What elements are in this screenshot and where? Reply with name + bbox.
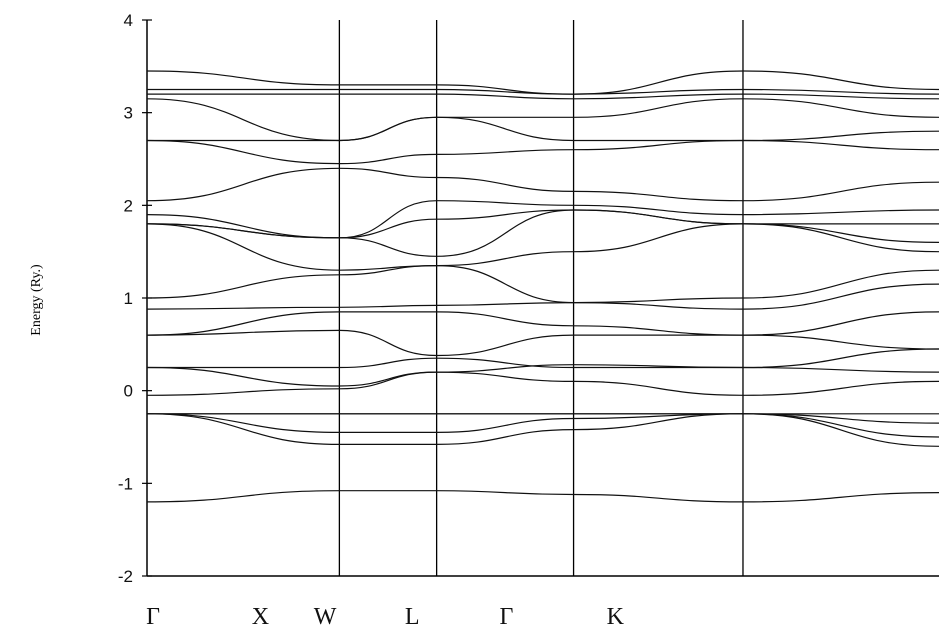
k-point-label: Γ [146,604,160,628]
k-point-label: X [252,604,269,628]
k-point-label: Γ [499,604,513,628]
band-line [146,139,939,165]
band-line [147,93,939,100]
band-line [146,70,939,95]
band-line [146,264,939,304]
y-tick-label: 4 [124,11,133,30]
y-axis-label: Energy (Ry.) [29,264,44,336]
band-line [146,98,939,142]
band-line [146,490,939,503]
y-tick-label: 2 [124,196,133,215]
y-tick-label: -1 [118,474,133,493]
k-point-label: W [314,604,337,628]
k-point-label: K [607,604,625,628]
band-line [146,223,939,271]
band-line [146,209,939,239]
band-line [146,311,939,336]
band-line [147,88,939,95]
band-line [146,413,939,447]
band-line [146,167,939,202]
band-line [147,357,939,373]
k-point-label: L [405,604,420,628]
y-tick-label: 0 [124,382,133,401]
band-line [147,116,939,142]
y-tick-label: -2 [118,567,133,586]
y-tick-label: 1 [124,289,133,308]
band-line [146,283,939,310]
band-line [146,413,939,438]
band-line [146,200,939,239]
band-line [146,209,939,257]
band-line [146,413,939,424]
band-line [146,329,939,357]
band-line [146,371,939,396]
band-line [146,348,939,387]
plot-area: -2 -1 0 1 2 3 4 Γ X W L Γ K [118,11,939,628]
y-tick-label: 3 [124,104,133,123]
